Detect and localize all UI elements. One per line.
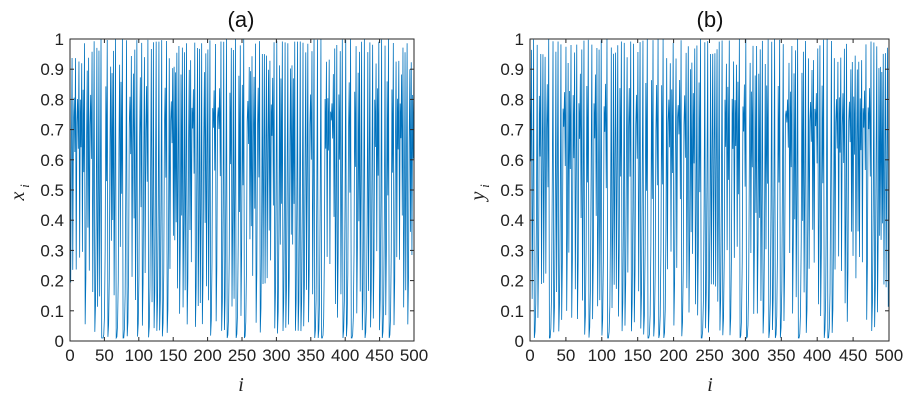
panel-a-ylabel-main: x	[7, 191, 29, 201]
panel-b-xtick-label: 450	[839, 346, 867, 365]
panel-b-ylabel: y i	[467, 184, 492, 203]
panel-a-ytick-label: 0.1	[40, 302, 64, 321]
panel-b-ytick-label: 0	[515, 332, 524, 351]
panel-a-title: (a)	[228, 7, 255, 32]
panel-a-ytick-label: 0.4	[40, 211, 64, 230]
panel-a-xtick-label: 100	[125, 346, 153, 365]
panel-a-ytick-label: 0.6	[40, 151, 64, 170]
panel-b-ytick-label: 0.8	[500, 90, 524, 109]
panel-b-ytick-label: 1	[515, 30, 524, 49]
panel-b-ytick-label: 0.9	[500, 60, 524, 79]
panel-b-xtick-label: 0	[525, 346, 534, 365]
panel-b-xtick-label: 150	[624, 346, 652, 365]
panel-a-series-polyline	[69, 39, 415, 340]
panel-a-ytick-label: 0.9	[40, 60, 64, 79]
panel-a-xtick-label: 200	[193, 346, 221, 365]
panel-a-series-line	[69, 39, 415, 340]
panel-b-series-polyline	[529, 39, 890, 340]
panel-a-xtick-label: 450	[365, 346, 393, 365]
panel-a-ytick-label: 0.7	[40, 121, 64, 140]
panel-b-xtick-label: 100	[588, 346, 616, 365]
panel-a-xtick-label: 250	[228, 346, 256, 365]
panel-b-ylabel-main: y	[467, 191, 489, 202]
panel-a-ytick-label: 0.2	[40, 272, 64, 291]
panel-b-axes-frame	[529, 38, 890, 342]
panel-b-xtick-label: 50	[556, 346, 575, 365]
panel-b-ytick-label: 0.5	[500, 181, 524, 200]
panel-b-xlabel: i	[707, 374, 713, 396]
panel-a-xlabel: i	[238, 374, 244, 396]
panel-b-series-line	[529, 39, 890, 340]
panel-b-ytick-label: 0.1	[500, 302, 524, 321]
panel-a-xtick-label: 350	[297, 346, 325, 365]
panel-b-xtick-label: 300	[731, 346, 759, 365]
panel-b: (b) y i i 00.10.20.30.40.50.60.70.80.91 …	[467, 7, 903, 396]
panel-a-ylabel-sub: i	[17, 184, 32, 188]
panel-a-y-ticks: 0 0.1 0.2 0.3 0.4 0.5 0.6 0.7 0.8 0.9 1	[40, 30, 414, 351]
panel-b-x-ticks: 0 50 100 150 200 250 300 350 400 450 500	[525, 39, 903, 365]
panel-b-title: (b)	[697, 7, 724, 32]
panel-b-xtick-label: 350	[767, 346, 795, 365]
panel-a-ylabel: x i	[7, 184, 32, 202]
panel-b-xtick-label: 500	[875, 346, 903, 365]
panel-a-x-ticks: 0 50 100 150 200 250 300 350 400 450 500	[65, 39, 428, 365]
panel-b-ytick-label: 0.2	[500, 272, 524, 291]
panel-a: (a) x i i 00.10.20.30.40.50.60.70.80.91 …	[7, 7, 428, 396]
panel-b-ytick-label: 0.4	[500, 211, 524, 230]
panel-a-xtick-label: 400	[331, 346, 359, 365]
panel-b-y-ticks: 0 0.1 0.2 0.3 0.4 0.5 0.6 0.7 0.8 0.9 1	[500, 30, 889, 351]
panel-b-xtick-label: 200	[659, 346, 687, 365]
panel-a-xtick-label: 50	[95, 346, 114, 365]
panel-b-xtick-label: 250	[695, 346, 723, 365]
panel-a-ytick-label: 0	[55, 332, 64, 351]
panel-b-xtick-label: 400	[803, 346, 831, 365]
panel-b-ytick-label: 0.7	[500, 121, 524, 140]
panel-a-ytick-label: 0.3	[40, 241, 64, 260]
panel-a-ytick-label: 0.5	[40, 181, 64, 200]
panel-a-xtick-label: 0	[65, 346, 74, 365]
panel-a-xtick-label: 500	[400, 346, 428, 365]
panel-b-ylabel-sub: i	[477, 184, 492, 188]
panel-a-xtick-label: 150	[159, 346, 187, 365]
panel-b-ytick-label: 0.6	[500, 151, 524, 170]
panel-a-xtick-label: 300	[262, 346, 290, 365]
panel-a-ytick-label: 1	[55, 30, 64, 49]
panel-a-ytick-label: 0.8	[40, 90, 64, 109]
panel-a-axes-frame	[69, 38, 415, 342]
panel-b-ytick-label: 0.3	[500, 241, 524, 260]
